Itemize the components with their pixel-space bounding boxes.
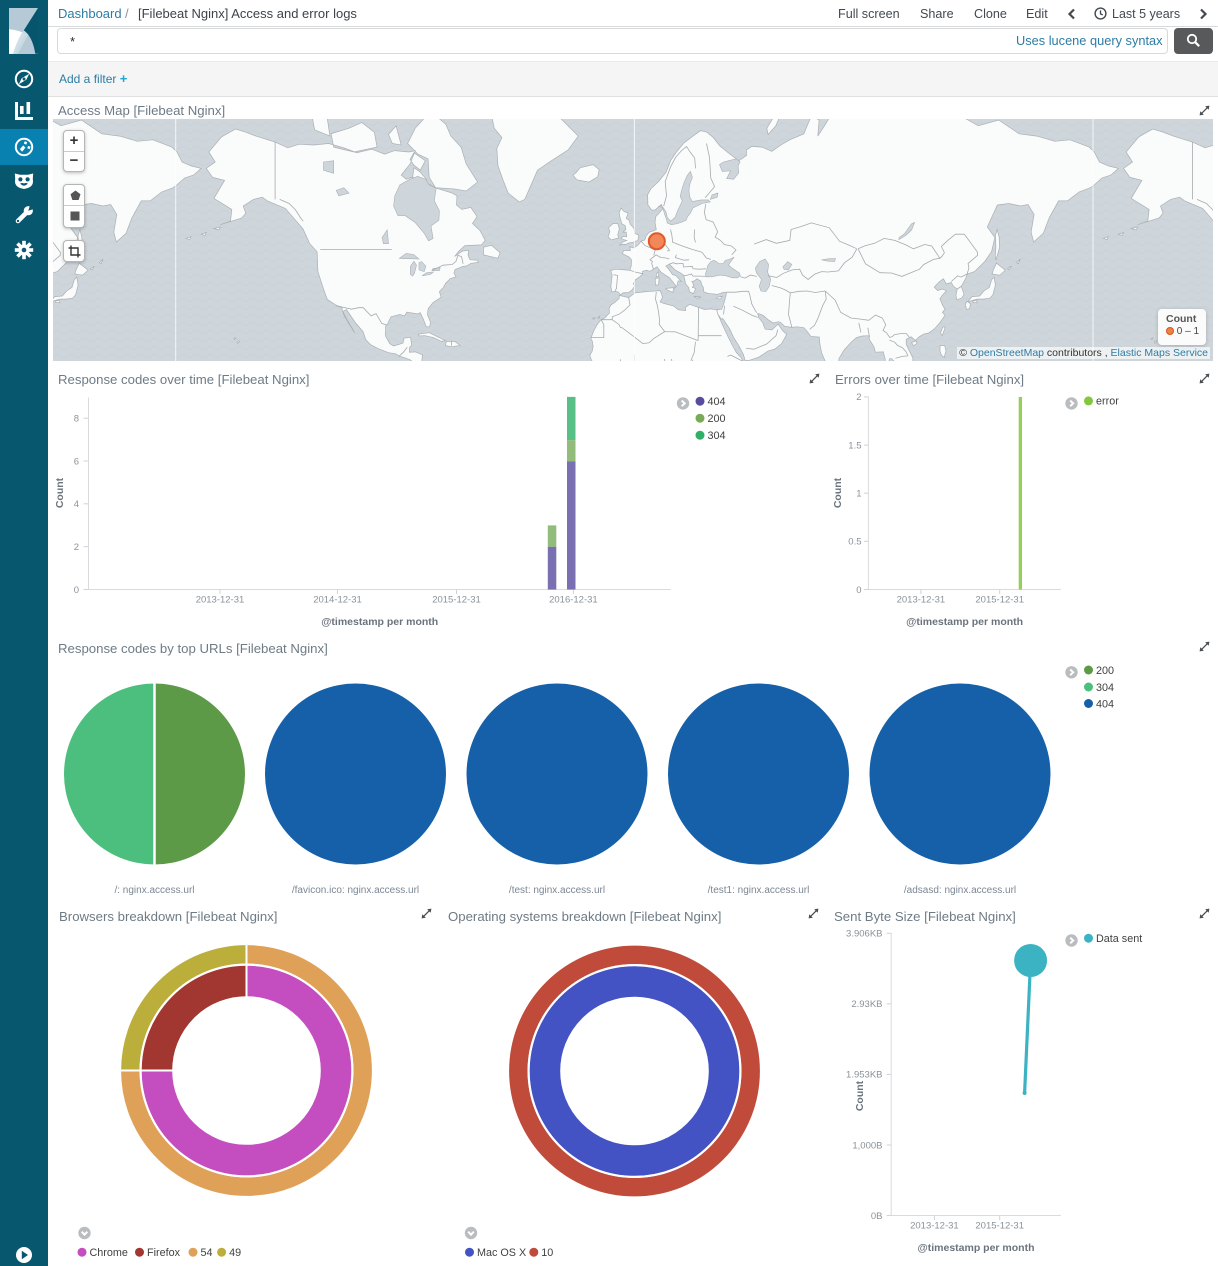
svg-text:3.906KB: 3.906KB: [846, 929, 882, 940]
svg-text:404: 404: [708, 396, 726, 408]
svg-text:2: 2: [74, 542, 79, 553]
svg-text:0B: 0B: [871, 1211, 883, 1222]
svg-text:Count: Count: [54, 477, 66, 508]
svg-text:1.5: 1.5: [848, 440, 861, 451]
svg-text:Count: Count: [854, 1080, 866, 1111]
svg-text:1,000B: 1,000B: [852, 1140, 882, 1151]
svg-text:404: 404: [1096, 698, 1114, 710]
svg-text:@timestamp per month: @timestamp per month: [321, 616, 438, 628]
svg-text:0: 0: [856, 585, 861, 596]
svg-text:1: 1: [856, 489, 861, 500]
svg-text:2.93KB: 2.93KB: [851, 999, 882, 1010]
svg-text:4: 4: [74, 499, 79, 510]
svg-text:6: 6: [74, 456, 79, 467]
svg-text:2015-12-31: 2015-12-31: [975, 1221, 1024, 1232]
svg-text:49: 49: [229, 1247, 241, 1259]
svg-text:2016-12-31: 2016-12-31: [549, 595, 598, 606]
svg-text:/test1: nginx.access.url: /test1: nginx.access.url: [708, 885, 810, 896]
svg-text:1.953KB: 1.953KB: [846, 1070, 882, 1081]
svg-text:@timestamp per month: @timestamp per month: [906, 616, 1023, 628]
svg-text:Firefox: Firefox: [147, 1247, 181, 1259]
svg-text:200: 200: [1096, 665, 1114, 677]
svg-text:0: 0: [74, 585, 79, 596]
svg-text:304: 304: [708, 430, 726, 442]
svg-text:error: error: [1096, 396, 1119, 408]
svg-text:Data sent: Data sent: [1096, 933, 1142, 945]
svg-text:2013-12-31: 2013-12-31: [196, 595, 245, 606]
svg-text:2: 2: [856, 392, 861, 403]
svg-text:/: nginx.access.url: /: nginx.access.url: [114, 885, 194, 896]
svg-text:10: 10: [541, 1247, 553, 1259]
svg-text:Mac OS X: Mac OS X: [477, 1247, 526, 1259]
svg-text:/favicon.ico: nginx.access.url: /favicon.ico: nginx.access.url: [292, 885, 419, 896]
svg-text:2015-12-31: 2015-12-31: [975, 595, 1024, 606]
svg-text:0.5: 0.5: [848, 537, 861, 548]
svg-text:2013-12-31: 2013-12-31: [910, 1221, 959, 1232]
svg-text:@timestamp per month: @timestamp per month: [917, 1242, 1034, 1254]
svg-text:304: 304: [1096, 682, 1114, 694]
svg-text:Chrome: Chrome: [90, 1247, 128, 1259]
svg-text:/test: nginx.access.url: /test: nginx.access.url: [509, 885, 605, 896]
svg-text:2015-12-31: 2015-12-31: [432, 595, 481, 606]
svg-text:2013-12-31: 2013-12-31: [897, 595, 946, 606]
svg-text:/adsasd: nginx.access.url: /adsasd: nginx.access.url: [904, 885, 1016, 896]
svg-text:2014-12-31: 2014-12-31: [313, 595, 362, 606]
svg-text:Count: Count: [832, 477, 844, 508]
svg-text:8: 8: [74, 414, 79, 425]
svg-text:54: 54: [201, 1247, 213, 1259]
svg-text:200: 200: [708, 413, 726, 425]
